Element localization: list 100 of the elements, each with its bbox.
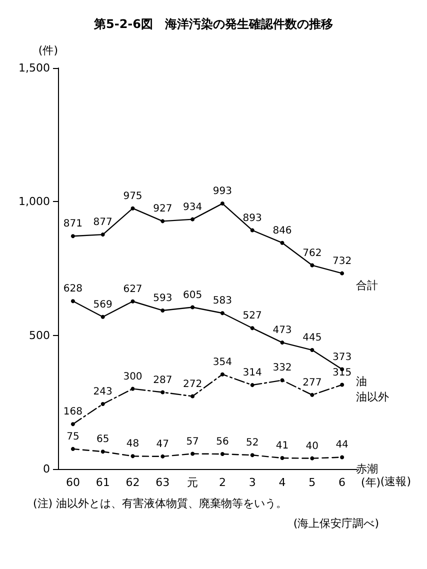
point bbox=[280, 240, 284, 245]
point bbox=[130, 386, 135, 391]
data-label: 569 bbox=[93, 299, 112, 310]
point bbox=[160, 219, 165, 224]
data-label: 44 bbox=[336, 440, 348, 451]
data-label: 243 bbox=[93, 386, 112, 398]
data-label: 927 bbox=[153, 204, 172, 215]
x-tick-label: 4 bbox=[278, 476, 286, 489]
point bbox=[130, 454, 135, 458]
data-label: 314 bbox=[242, 368, 262, 379]
x-tick-label: 61 bbox=[96, 476, 110, 489]
point bbox=[70, 234, 75, 238]
data-label: 65 bbox=[96, 434, 110, 446]
point bbox=[190, 305, 195, 310]
point bbox=[70, 299, 75, 304]
x-axis-title: (年) bbox=[361, 476, 381, 489]
data-label: 762 bbox=[302, 248, 322, 259]
data-label: 57 bbox=[186, 436, 199, 448]
data-label: 272 bbox=[183, 378, 202, 390]
point bbox=[250, 326, 254, 330]
point bbox=[280, 456, 284, 460]
data-label: 56 bbox=[216, 436, 229, 448]
data-label: 593 bbox=[153, 292, 172, 304]
x-tick-label: 2 bbox=[218, 476, 226, 489]
text: (注) 油以外とは、有害液体物質、廃棄物等をいう。 bbox=[33, 497, 288, 510]
data-label: 287 bbox=[153, 374, 172, 386]
data-label: 332 bbox=[272, 362, 292, 374]
point bbox=[340, 271, 344, 276]
data-label: 846 bbox=[272, 225, 292, 236]
point bbox=[340, 382, 344, 387]
data-label: 975 bbox=[123, 190, 142, 202]
point bbox=[70, 446, 75, 451]
x-tick-label: 元 bbox=[187, 476, 198, 489]
data-label: 48 bbox=[126, 438, 140, 450]
x-tick-label: 5 bbox=[308, 476, 316, 489]
y-tick-label: 1,000 bbox=[18, 195, 50, 208]
text: (海上保安庁調べ) bbox=[293, 517, 380, 530]
point bbox=[310, 348, 314, 352]
data-label: 473 bbox=[272, 325, 292, 336]
point bbox=[280, 378, 284, 382]
data-label: 47 bbox=[156, 438, 170, 450]
data-label: 527 bbox=[242, 310, 262, 322]
point bbox=[100, 450, 105, 454]
data-label: 627 bbox=[123, 284, 142, 295]
y-axis-title: (件) bbox=[38, 44, 58, 57]
data-label: 354 bbox=[212, 356, 232, 368]
text: (速報) bbox=[380, 475, 412, 488]
point bbox=[160, 390, 165, 394]
point bbox=[280, 340, 284, 345]
point bbox=[340, 455, 344, 460]
data-label: 373 bbox=[332, 352, 352, 363]
data-label: 41 bbox=[276, 440, 289, 452]
point bbox=[190, 217, 195, 222]
data-label: 893 bbox=[242, 212, 262, 224]
data-label: 732 bbox=[332, 256, 352, 267]
data-label: 877 bbox=[93, 217, 112, 228]
point bbox=[70, 422, 75, 426]
point bbox=[310, 392, 314, 397]
series-label: 油以外 bbox=[356, 390, 390, 404]
point bbox=[310, 456, 314, 460]
chart-title: 第5-2-6図 海洋汚染の発生確認件数の推移 bbox=[92, 17, 334, 31]
point bbox=[130, 299, 135, 304]
point bbox=[190, 452, 195, 456]
data-label: 934 bbox=[183, 202, 202, 213]
point bbox=[220, 202, 224, 206]
point bbox=[250, 453, 254, 458]
point bbox=[130, 206, 135, 210]
point bbox=[100, 232, 105, 237]
data-label: 871 bbox=[63, 218, 82, 230]
data-label: 583 bbox=[212, 296, 232, 307]
x-tick-label: 63 bbox=[156, 476, 170, 489]
point bbox=[160, 308, 165, 312]
y-tick-label: 1,500 bbox=[18, 62, 50, 74]
point bbox=[220, 311, 224, 316]
y-tick-label: 500 bbox=[29, 328, 50, 342]
data-label: 445 bbox=[302, 332, 322, 344]
point bbox=[220, 372, 224, 376]
data-label: 52 bbox=[246, 438, 259, 449]
point bbox=[250, 228, 254, 232]
data-label: 40 bbox=[306, 440, 319, 452]
point bbox=[160, 454, 165, 458]
x-tick-label: 62 bbox=[126, 476, 140, 489]
point bbox=[100, 314, 105, 319]
data-label: 993 bbox=[212, 186, 232, 198]
data-label: 300 bbox=[123, 371, 142, 382]
data-label: 628 bbox=[63, 284, 82, 295]
point bbox=[220, 452, 224, 456]
point bbox=[310, 263, 314, 268]
data-label: 168 bbox=[63, 406, 82, 418]
data-label: 277 bbox=[302, 377, 322, 388]
series-label: 合計 bbox=[356, 278, 378, 292]
x-tick-label: 3 bbox=[248, 476, 256, 489]
point bbox=[100, 402, 105, 406]
series-label: 油 bbox=[356, 374, 368, 388]
y-tick-label: 0 bbox=[43, 462, 50, 476]
x-tick-label: 60 bbox=[66, 476, 80, 489]
x-tick-label: 6 bbox=[338, 476, 346, 489]
data-label: 605 bbox=[183, 290, 202, 301]
point bbox=[190, 394, 195, 398]
data-label: 75 bbox=[66, 431, 80, 442]
